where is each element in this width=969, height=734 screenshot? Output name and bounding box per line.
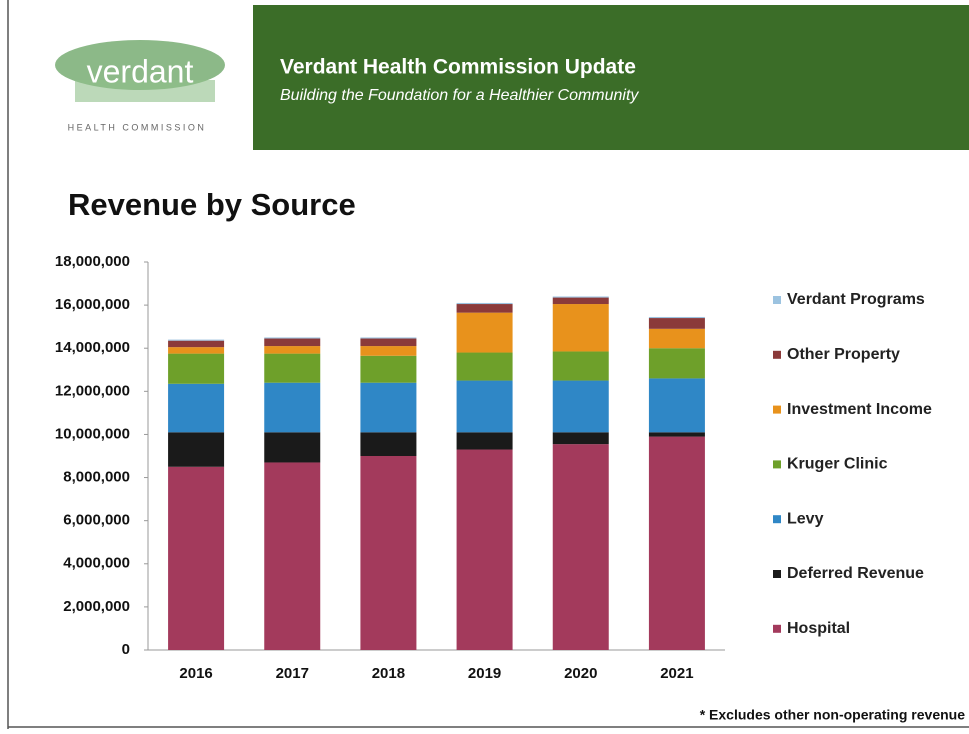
bar-segment	[456, 380, 513, 433]
y-tick-label: 8,000,000	[63, 469, 130, 486]
logo-text: verdant	[87, 53, 194, 89]
bar-segment	[456, 302, 513, 305]
legend-swatch	[773, 515, 781, 524]
bar-segment	[552, 297, 609, 305]
bar-segment	[264, 382, 321, 433]
logo-trees	[55, 40, 225, 102]
bar-segment	[456, 432, 513, 450]
bar-segment	[168, 340, 225, 348]
y-tick-label: 0	[122, 641, 130, 658]
header-title: Verdant Health Commission Update	[280, 56, 636, 79]
legend-swatch	[773, 460, 781, 469]
bar-segment	[648, 318, 705, 329]
bar-segment	[264, 346, 321, 354]
bar-segment	[648, 348, 705, 379]
legend-swatch	[773, 350, 781, 359]
y-tick-label: 6,000,000	[63, 512, 130, 529]
footnote: * Excludes other non-operating revenue	[700, 707, 965, 723]
y-tick-label: 12,000,000	[55, 382, 130, 399]
legend-swatch	[773, 570, 781, 578]
bar-segment	[552, 432, 609, 445]
y-tick-label: 18,000,000	[55, 253, 130, 270]
bar-segment	[648, 316, 705, 319]
x-tick-label: 2018	[372, 665, 405, 682]
bar-segment	[168, 347, 225, 354]
bar-segment	[648, 436, 705, 650]
bar-segment	[360, 382, 417, 433]
bar-segment	[264, 337, 321, 339]
bar-segment	[264, 462, 321, 650]
bar-segment	[360, 337, 417, 339]
bar-segment	[648, 378, 705, 433]
x-tick-label: 2017	[276, 665, 309, 682]
x-tick-label: 2021	[660, 665, 693, 682]
logo-sub: HEALTH COMMISSION	[68, 122, 207, 132]
legend-label: Hospital	[787, 620, 850, 637]
bar-segment	[360, 432, 417, 456]
bar-segment	[264, 338, 321, 347]
legend-label: Verdant Programs	[787, 291, 925, 308]
bar-segment	[456, 304, 513, 313]
y-tick-label: 16,000,000	[55, 296, 130, 313]
bar-segment	[456, 449, 513, 650]
y-tick-label: 14,000,000	[55, 339, 130, 356]
bar-segment	[648, 328, 705, 349]
bar-segment	[456, 352, 513, 381]
x-tick-label: 2020	[564, 665, 597, 682]
bar-segment	[360, 346, 417, 356]
bar-segment	[264, 432, 321, 463]
bar-segment	[552, 351, 609, 381]
y-tick-label: 4,000,000	[63, 555, 130, 572]
bar-segment	[456, 312, 513, 353]
legend-label: Deferred Revenue	[787, 565, 924, 582]
y-tick-label: 2,000,000	[63, 598, 130, 615]
bar-segment	[360, 355, 417, 383]
x-tick-label: 2016	[179, 665, 212, 682]
legend-label: Kruger Clinic	[787, 456, 888, 473]
bar-segment	[360, 456, 417, 650]
bar-segment	[168, 466, 225, 650]
bar-segment	[552, 444, 609, 650]
bar-segment	[168, 353, 225, 384]
bar-segment	[168, 339, 225, 341]
bar-segment	[168, 432, 225, 467]
bar-segment	[552, 380, 609, 433]
legend-label: Levy	[787, 510, 824, 527]
legend-swatch	[773, 405, 781, 414]
banner	[253, 5, 969, 150]
legend-label: Investment Income	[787, 401, 932, 418]
bar-segment	[264, 353, 321, 383]
bar-segment	[552, 296, 609, 298]
chart-title: Revenue by Source	[68, 187, 356, 222]
bar-segment	[552, 304, 609, 352]
bar-segment	[648, 432, 705, 437]
bar-segment	[360, 338, 417, 347]
y-tick-label: 10,000,000	[55, 425, 130, 442]
legend-label: Other Property	[787, 346, 900, 363]
legend-swatch	[773, 624, 781, 633]
header-subtitle: Building the Foundation for a Healthier …	[280, 87, 639, 104]
x-tick-label: 2019	[468, 665, 501, 682]
bar-segment	[168, 383, 225, 433]
legend-swatch	[773, 296, 781, 304]
